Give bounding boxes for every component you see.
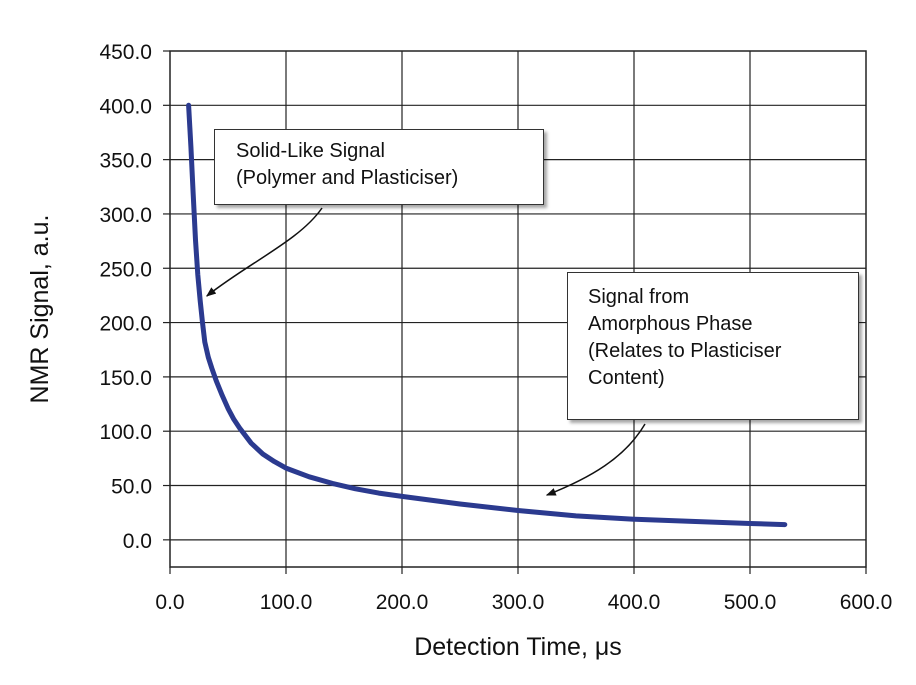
x-tick-label: 600.0 [840, 591, 893, 614]
series-line-nmr-signal [186, 102, 788, 528]
x-tick-label: 400.0 [608, 591, 661, 614]
y-tick-label: 400.0 [99, 95, 152, 118]
y-tick-label: 350.0 [99, 150, 152, 173]
axis-ticks [163, 50, 867, 574]
y-tick-label: 450.0 [99, 41, 152, 64]
x-tick-label: 200.0 [376, 591, 429, 614]
y-tick-label: 100.0 [99, 421, 152, 444]
annotation-line: Content) [588, 367, 665, 389]
annotation-line: Solid-Like Signal [236, 140, 385, 162]
y-axis-title: NMR Signal, a.u. [26, 215, 54, 404]
y-tick-labels: 0.0 50.0 100.0 150.0 200.0 250.0 300.0 350.0 400… [99, 41, 152, 553]
y-tick-label: 0.0 [123, 530, 152, 553]
annotation-line: (Relates to Plasticiser [588, 340, 782, 362]
x-tick-label: 100.0 [260, 591, 313, 614]
y-tick-label: 150.0 [99, 367, 152, 390]
x-axis-title: Detection Time, μs [414, 633, 622, 661]
annotation-amorphous-phase: Signal from Amorphous Phase (Relates to … [567, 272, 859, 420]
callout-arrow-amorphous [545, 423, 646, 496]
annotation-line: Amorphous Phase [588, 313, 753, 335]
y-tick-label: 300.0 [99, 204, 152, 227]
annotation-line: Signal from [588, 286, 690, 308]
y-tick-label: 200.0 [99, 313, 152, 336]
x-tick-labels: 0.0 100.0 200.0 300.0 400.0 500.0 600.0 [155, 591, 892, 614]
annotation-line: (Polymer and Plasticiser) [236, 167, 459, 189]
x-tick-label: 500.0 [724, 591, 777, 614]
y-tick-label: 250.0 [99, 258, 152, 281]
callout-arrow-solid-like [206, 207, 323, 297]
y-tick-label: 50.0 [111, 476, 152, 499]
x-tick-label: 300.0 [492, 591, 545, 614]
x-tick-label: 0.0 [155, 591, 184, 614]
annotation-solid-like-signal: Solid-Like Signal (Polymer and Plasticis… [214, 129, 544, 205]
